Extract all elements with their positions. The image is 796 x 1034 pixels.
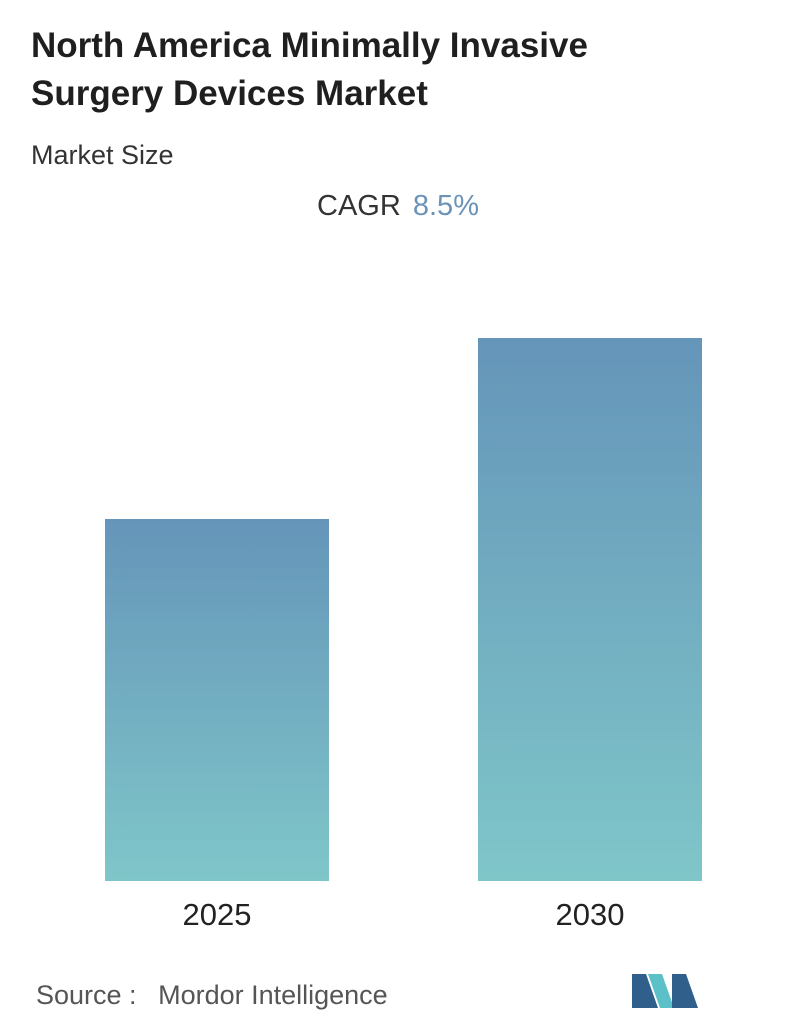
bar-2025	[105, 519, 329, 881]
bar-group	[105, 338, 702, 881]
chart-title-line-1: North America Minimally Invasive	[31, 26, 588, 65]
bar-2030	[478, 338, 702, 881]
x-tick-label-2030: 2030	[556, 897, 625, 932]
chart-title: North America Minimally Invasive Surgery…	[31, 22, 771, 118]
x-axis-tick-labels: 2025 2030	[183, 897, 625, 932]
source-label: Source :	[36, 980, 137, 1010]
chart-title-line-2: Surgery Devices Market	[31, 74, 428, 113]
cagr-value: 8.5%	[412, 190, 479, 222]
chart-subtitle: Market Size	[31, 140, 174, 170]
cagr-indicator: CAGR 8.5%	[0, 190, 796, 223]
logo-shape-right	[672, 974, 698, 1008]
mordor-intelligence-logo-icon	[632, 974, 698, 1008]
source-note: Source : Mordor Intelligence	[36, 980, 388, 1011]
x-tick-label-2025: 2025	[183, 897, 252, 932]
logo-shape-left	[632, 974, 658, 1008]
source-value: Mordor Intelligence	[158, 980, 388, 1010]
logo-shape-middle	[648, 974, 674, 1008]
cagr-label: CAGR	[317, 190, 401, 222]
